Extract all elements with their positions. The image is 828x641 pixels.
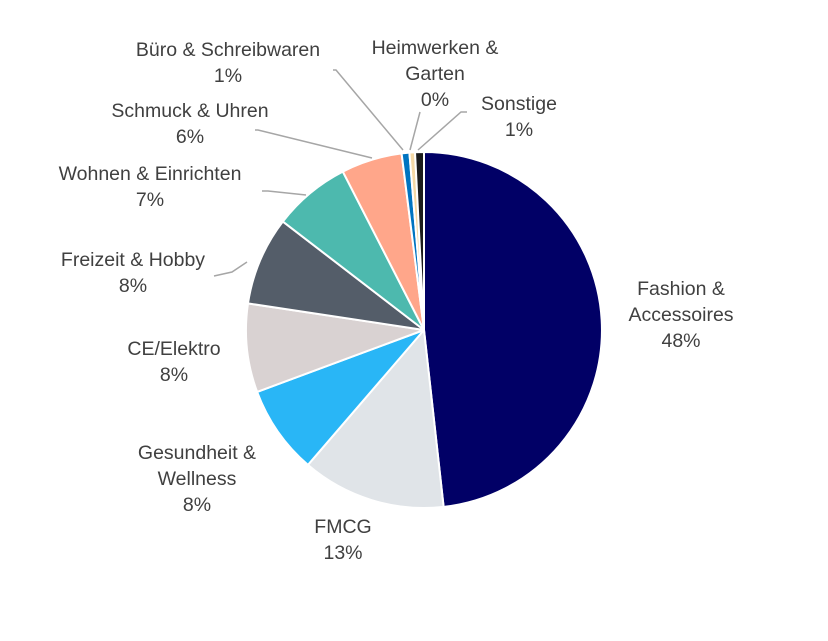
pie-slice-9 bbox=[413, 150, 425, 331]
pie-slice-4 bbox=[246, 220, 425, 331]
data-label-percent-5: 7% bbox=[136, 189, 164, 211]
data-label-name-8: Heimwerken & bbox=[372, 37, 499, 59]
data-label-percent-3: 8% bbox=[160, 364, 188, 386]
data-label-name-0: Fashion & bbox=[637, 278, 725, 300]
pie-slice-1 bbox=[306, 327, 445, 509]
data-label-name-7: Büro & Schreibwaren bbox=[136, 39, 320, 61]
data-label-percent-4: 8% bbox=[119, 275, 147, 297]
data-label-percent-0: 48% bbox=[661, 330, 700, 352]
data-labels: Fashion & Accessoires 48% FMCG 13% Gesundheit… bbox=[59, 37, 734, 564]
pie-slice-3 bbox=[245, 302, 425, 394]
pie-slices bbox=[245, 150, 603, 509]
data-label-percent-8: 0% bbox=[421, 89, 449, 111]
leader-line-9 bbox=[417, 111, 467, 151]
data-label-name-1: FMCG bbox=[314, 516, 371, 538]
data-label-name-4: Freizeit & Hobby bbox=[61, 249, 205, 271]
leader-line-4 bbox=[213, 261, 248, 277]
data-label-percent-7: 1% bbox=[214, 65, 242, 87]
data-label-percent-2: 8% bbox=[183, 494, 211, 516]
pie-slice-0 bbox=[423, 150, 603, 509]
data-label-percent-1: 13% bbox=[323, 542, 362, 564]
data-label-percent-9: 1% bbox=[505, 119, 533, 141]
leader-line-5 bbox=[262, 190, 307, 196]
leader-line-7 bbox=[333, 69, 404, 151]
data-label-name-5: Wohnen & Einrichten bbox=[59, 163, 242, 185]
data-label-percent-6: 6% bbox=[176, 126, 204, 148]
data-label-name-6: Schmuck & Uhren bbox=[111, 100, 268, 122]
pie-slice-2 bbox=[255, 329, 425, 467]
data-label-name-8: Garten bbox=[405, 63, 465, 85]
data-label-name-9: Sonstige bbox=[481, 93, 557, 115]
leader-line-6 bbox=[255, 129, 373, 159]
data-label-name-0: Accessoires bbox=[628, 304, 733, 326]
data-label-name-2: Gesundheit & bbox=[138, 442, 256, 464]
data-label-name-3: CE/Elektro bbox=[127, 338, 220, 360]
leader-lines bbox=[213, 69, 467, 277]
leader-line-8 bbox=[409, 111, 421, 151]
data-label-name-2: Wellness bbox=[158, 468, 237, 490]
